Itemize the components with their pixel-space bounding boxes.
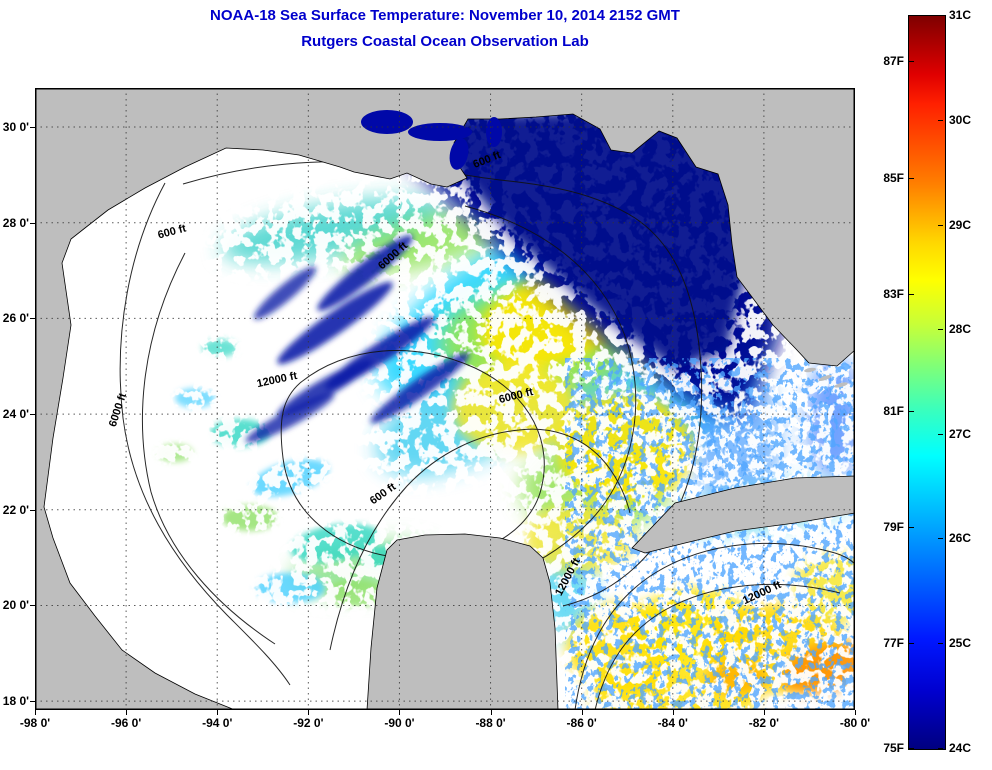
colorbar-f-label: 81F <box>883 403 904 418</box>
colorbar-c-label: 31C <box>949 8 972 22</box>
x-tick-mark <box>308 710 310 715</box>
figure-subtitle: Rutgers Coastal Ocean Observation Lab <box>301 33 589 50</box>
x-tick-label: -92 0' <box>293 716 324 730</box>
colorbar-c-label: 27C <box>949 426 972 441</box>
x-tick-label: -90 0' <box>384 716 415 730</box>
y-tick-label: 18 0' <box>2 694 29 709</box>
colorbar-c-label: 25C <box>949 636 972 651</box>
coastal-bays <box>361 110 502 170</box>
x-tick-label: -98 0' <box>19 716 51 730</box>
colorbar-f-label: 77F <box>883 636 904 651</box>
x-tick-label: -86 0' <box>566 716 597 730</box>
x-tick-mark <box>855 710 856 715</box>
x-tick-mark <box>399 710 401 715</box>
colorbar-f-label: 83F <box>883 287 904 302</box>
cold-core <box>245 106 757 443</box>
colorbar-c-label: 28C <box>949 322 972 337</box>
y-tick-label: 20 0' <box>2 598 29 613</box>
x-tick-mark <box>126 710 128 715</box>
land-cuba <box>631 475 855 554</box>
x-tick-mark <box>581 710 583 715</box>
plot-frame <box>35 88 855 710</box>
land-north-america-florida <box>35 88 855 710</box>
x-tick-label: -84 0' <box>657 716 688 730</box>
land-mass <box>35 88 855 710</box>
colorbar-c-label: 24C <box>949 741 972 755</box>
cold-filaments <box>245 235 470 443</box>
x-tick-mark <box>672 710 674 715</box>
x-tick-mark <box>763 710 765 715</box>
y-tick-label: 30 0' <box>2 120 29 134</box>
map-plot: 600 ft 600 ft 6000 ft 12000 ft 6000 ft 6000 f… <box>35 88 855 710</box>
y-tick-label: 24 0' <box>2 407 29 422</box>
figure-title: NOAA-18 Sea Surface Temperature: Novembe… <box>210 7 680 24</box>
x-tick-label: -80 0' <box>839 716 871 730</box>
colorbar-f-label: 79F <box>883 519 904 534</box>
land-florida-keys <box>804 367 848 388</box>
x-tick-label: -96 0' <box>111 716 142 730</box>
colorbar-gradient <box>908 15 946 750</box>
x-tick-mark <box>35 710 36 715</box>
colorbar-c-label: 26C <box>949 531 972 546</box>
y-tick-label: 26 0' <box>2 311 29 326</box>
y-tick-label: 28 0' <box>2 215 29 230</box>
colorbar-c-label: 30C <box>949 112 972 127</box>
colorbar-f-label: 75F <box>883 741 904 755</box>
y-tick-label: 22 0' <box>2 502 29 517</box>
colorbar-f-label: 87F <box>883 54 904 69</box>
x-tick-label: -94 0' <box>202 716 233 730</box>
land-yucatan <box>366 533 559 710</box>
x-tick-label: -88 0' <box>475 716 506 730</box>
graticule <box>35 88 855 710</box>
x-tick-mark <box>217 710 219 715</box>
sst-map <box>35 88 855 710</box>
x-tick-label: -82 0' <box>748 716 779 730</box>
colorbar-c-label: 29C <box>949 217 972 232</box>
colorbar-f-label: 85F <box>883 170 904 185</box>
x-tick-mark <box>490 710 492 715</box>
